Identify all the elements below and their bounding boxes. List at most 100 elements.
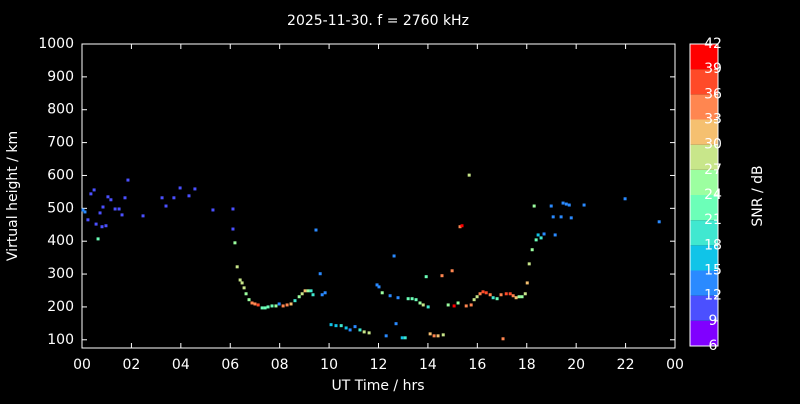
data-point bbox=[478, 292, 482, 296]
data-point bbox=[334, 324, 338, 328]
x-tick-label: 02 bbox=[123, 357, 141, 373]
data-point bbox=[539, 236, 543, 240]
data-point bbox=[113, 207, 117, 211]
data-point bbox=[244, 292, 248, 296]
data-point bbox=[274, 304, 278, 308]
data-point bbox=[242, 286, 246, 290]
data-point bbox=[542, 232, 546, 236]
data-point bbox=[109, 198, 113, 202]
data-point bbox=[126, 178, 130, 182]
chart-title: 2025-11-30. f = 2760 kHz bbox=[287, 13, 469, 29]
data-point bbox=[511, 294, 515, 298]
y-tick-label: 300 bbox=[47, 266, 74, 282]
data-point bbox=[358, 328, 362, 332]
x-tick-label: 12 bbox=[370, 357, 388, 373]
data-point bbox=[353, 325, 357, 329]
x-tick-label: 18 bbox=[518, 357, 536, 373]
data-point bbox=[178, 186, 182, 190]
data-point bbox=[256, 303, 260, 307]
data-point bbox=[375, 283, 379, 287]
data-point bbox=[101, 205, 105, 209]
colorbar-bin bbox=[690, 144, 718, 170]
data-point bbox=[89, 192, 93, 196]
x-tick-label: 16 bbox=[468, 357, 486, 373]
data-point bbox=[520, 295, 524, 299]
data-point bbox=[172, 196, 176, 200]
data-point bbox=[469, 303, 473, 307]
data-point bbox=[488, 293, 492, 297]
x-tick-label: 22 bbox=[617, 357, 635, 373]
data-point bbox=[311, 293, 315, 297]
data-point bbox=[499, 293, 503, 297]
data-point bbox=[100, 225, 104, 229]
colorbar-tick-label: 18 bbox=[704, 237, 722, 253]
data-point bbox=[270, 304, 274, 308]
data-point bbox=[250, 301, 254, 305]
y-tick-label: 200 bbox=[47, 299, 74, 315]
data-point bbox=[187, 194, 191, 198]
data-point bbox=[300, 292, 304, 296]
data-point bbox=[525, 281, 529, 285]
colorbar-tick-label: 6 bbox=[709, 338, 718, 354]
data-point bbox=[532, 204, 536, 208]
data-point bbox=[231, 207, 235, 211]
data-point bbox=[553, 233, 557, 237]
x-tick-label: 00 bbox=[666, 357, 684, 373]
colorbar-bin bbox=[690, 195, 718, 221]
colorbar-tick-label: 39 bbox=[704, 61, 722, 77]
data-point bbox=[432, 334, 436, 338]
data-point bbox=[380, 291, 384, 295]
data-point bbox=[424, 275, 428, 279]
data-point bbox=[414, 298, 418, 302]
x-tick-label: 10 bbox=[320, 357, 338, 373]
data-point bbox=[582, 203, 586, 207]
colorbar-tick-label: 12 bbox=[704, 288, 722, 304]
data-point bbox=[536, 233, 540, 237]
data-point bbox=[377, 285, 381, 289]
data-point bbox=[657, 220, 661, 224]
data-point bbox=[329, 323, 333, 327]
x-tick-label: 00 bbox=[73, 357, 91, 373]
colorbar-tick-label: 30 bbox=[704, 137, 722, 153]
y-tick-label: 100 bbox=[47, 332, 74, 348]
data-point bbox=[235, 265, 239, 269]
data-point bbox=[475, 295, 479, 299]
data-point bbox=[362, 330, 366, 334]
colorbar-bin bbox=[690, 69, 718, 95]
data-point bbox=[285, 303, 289, 307]
data-point bbox=[530, 248, 534, 252]
colorbar-bin bbox=[690, 119, 718, 145]
data-point bbox=[501, 337, 505, 341]
colorbar-tick-label: 36 bbox=[704, 86, 722, 102]
data-point bbox=[392, 254, 396, 258]
colorbar-bin bbox=[690, 94, 718, 120]
data-point bbox=[403, 336, 407, 340]
colorbar-label: SNR / dB bbox=[750, 165, 766, 226]
data-point bbox=[458, 225, 462, 229]
data-point bbox=[297, 295, 301, 299]
data-point bbox=[233, 241, 237, 245]
data-point bbox=[260, 306, 264, 310]
data-point bbox=[549, 204, 553, 208]
data-point bbox=[344, 326, 348, 330]
y-tick-label: 600 bbox=[47, 167, 74, 183]
x-tick-label: 14 bbox=[419, 357, 437, 373]
data-point bbox=[323, 291, 327, 295]
colorbar-tick-label: 9 bbox=[709, 313, 718, 329]
data-point bbox=[406, 297, 410, 301]
data-point bbox=[104, 224, 108, 228]
y-tick-label: 1000 bbox=[38, 36, 74, 52]
data-point bbox=[484, 291, 488, 295]
data-point bbox=[567, 203, 571, 207]
colorbar-bin bbox=[690, 320, 718, 346]
colorbar-bin bbox=[690, 270, 718, 296]
data-point bbox=[450, 269, 454, 273]
colorbar-bin bbox=[690, 169, 718, 195]
colorbar-bin bbox=[690, 44, 718, 70]
data-point bbox=[83, 210, 87, 214]
data-point bbox=[559, 215, 563, 219]
data-point bbox=[106, 195, 110, 199]
data-point bbox=[384, 334, 388, 338]
y-axis-label: Virtual height / km bbox=[5, 131, 21, 261]
data-point bbox=[266, 305, 270, 309]
